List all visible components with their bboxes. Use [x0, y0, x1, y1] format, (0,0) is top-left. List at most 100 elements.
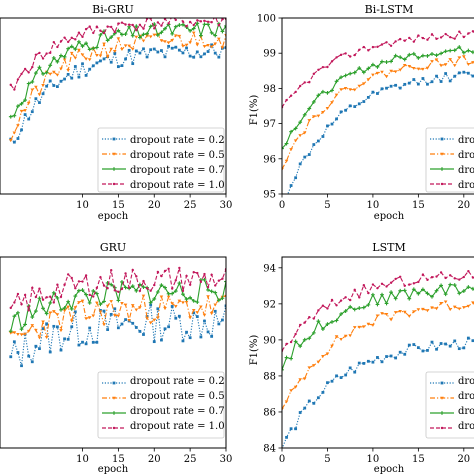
- data-point: [37, 65, 42, 70]
- legend-label: dropout rate = 0.2: [458, 376, 474, 387]
- data-point: [88, 25, 91, 28]
- data-point: [181, 339, 185, 343]
- data-point: [38, 51, 41, 55]
- data-point: [196, 271, 199, 275]
- data-point: [289, 389, 293, 393]
- data-point: [88, 67, 92, 71]
- data-point: [69, 307, 74, 311]
- data-point: [48, 301, 53, 305]
- data-point: [141, 32, 146, 37]
- data-point: [457, 347, 461, 351]
- data-point: [321, 65, 325, 69]
- y-tick-label: 98: [263, 84, 276, 95]
- data-point: [380, 360, 384, 364]
- data-point: [448, 58, 452, 62]
- data-point: [403, 352, 407, 356]
- data-point: [27, 117, 31, 121]
- data-point: [362, 362, 366, 365]
- data-point: [443, 292, 448, 297]
- data-point: [389, 44, 393, 47]
- data-point: [23, 109, 27, 113]
- legend-label: dropout rate = 1.0: [458, 180, 474, 191]
- legend-label: dropout rate = 0.2: [130, 135, 225, 146]
- data-point: [16, 310, 20, 315]
- data-point: [184, 300, 189, 304]
- data-point: [325, 107, 330, 111]
- data-point: [209, 312, 214, 316]
- data-point: [202, 277, 207, 282]
- data-point: [84, 57, 88, 61]
- data-point: [105, 304, 110, 308]
- data-point: [426, 38, 429, 41]
- tick-group: 10 15 20 25 30: [76, 194, 232, 211]
- data-point: [41, 92, 45, 96]
- data-point: [23, 293, 27, 297]
- data-point: [421, 307, 425, 311]
- data-point: [23, 113, 27, 116]
- data-point: [210, 43, 214, 47]
- data-point: [366, 359, 370, 363]
- data-point: [439, 64, 443, 68]
- data-point: [206, 50, 210, 53]
- data-point: [412, 310, 416, 314]
- data-point: [184, 43, 189, 47]
- data-point: [156, 307, 160, 311]
- data-point: [466, 336, 470, 340]
- data-point: [220, 296, 225, 301]
- data-point: [84, 41, 88, 46]
- data-point: [416, 56, 421, 60]
- data-point: [376, 286, 379, 290]
- data-point: [156, 21, 160, 24]
- data-point: [16, 292, 20, 296]
- data-point: [88, 326, 92, 330]
- data-point: [170, 305, 174, 308]
- data-point: [407, 296, 412, 301]
- data-point: [185, 46, 188, 50]
- data-point: [285, 342, 288, 346]
- legend-label: dropout rate = 0.5: [130, 150, 225, 161]
- data-point: [321, 355, 325, 359]
- data-point: [196, 19, 199, 22]
- data-point: [214, 284, 217, 287]
- data-point: [87, 301, 92, 305]
- data-point: [407, 314, 412, 318]
- data-point: [188, 54, 192, 58]
- data-point: [8, 114, 13, 119]
- data-point: [348, 88, 352, 92]
- data-point: [98, 310, 103, 314]
- data-point: [134, 326, 138, 329]
- data-point: [317, 309, 320, 312]
- x-tick-label: 15: [112, 200, 125, 211]
- data-point: [185, 274, 188, 278]
- data-point: [217, 55, 221, 59]
- data-point: [173, 305, 178, 309]
- data-point: [131, 268, 134, 272]
- data-point: [188, 20, 192, 24]
- data-point: [112, 167, 116, 171]
- data-point: [117, 290, 120, 294]
- data-point: [362, 283, 366, 287]
- data-point: [412, 40, 416, 43]
- data-point: [95, 340, 99, 344]
- data-point: [181, 301, 185, 305]
- data-point: [188, 41, 192, 45]
- data-point: [330, 344, 334, 348]
- data-point: [123, 44, 128, 48]
- data-point: [116, 326, 120, 330]
- data-point: [109, 47, 114, 51]
- data-point: [48, 350, 52, 354]
- data-point: [27, 71, 30, 74]
- data-point: [170, 31, 175, 36]
- data-point: [375, 302, 380, 307]
- data-point: [316, 114, 321, 118]
- data-point: [339, 88, 343, 92]
- data-point: [471, 30, 474, 33]
- data-point: [87, 47, 92, 52]
- legend: dropout rate = 0.2 dropout rate = 0.5 dr…: [97, 371, 225, 439]
- data-point: [393, 53, 398, 58]
- data-point: [127, 23, 131, 26]
- data-point: [63, 337, 66, 341]
- data-point: [138, 51, 142, 55]
- y-tick-label: 95: [263, 190, 276, 201]
- data-point: [44, 311, 49, 316]
